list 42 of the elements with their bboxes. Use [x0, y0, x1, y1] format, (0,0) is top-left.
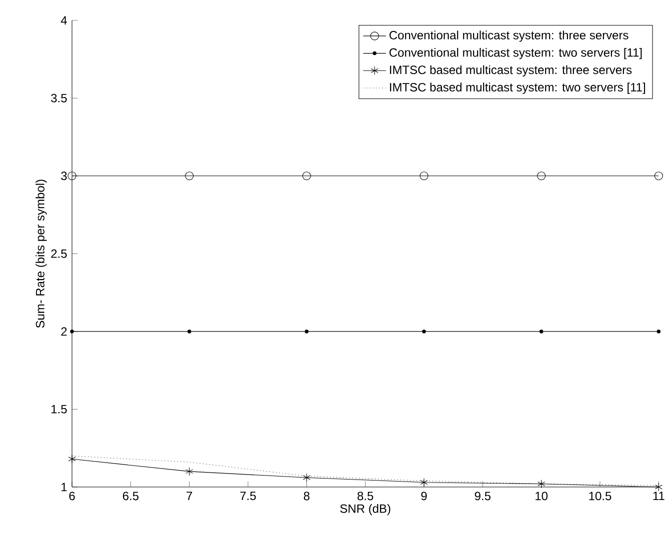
point: [654, 482, 662, 492]
x-tick-label: 11: [653, 492, 664, 500]
point: [422, 330, 426, 334]
point: [70, 330, 74, 334]
x-tick-label: 8: [304, 492, 310, 500]
point: [186, 467, 194, 476]
point: [304, 330, 309, 334]
point: [302, 172, 311, 180]
legend-label: Conventional multicast system: three servers: [390, 30, 628, 42]
x-tick-label: 10: [536, 492, 548, 500]
y-axis-title: Sum- Rate (bits per symbol): [36, 180, 47, 328]
x-tick-label: 10.5: [589, 492, 612, 500]
y-tick-label: 1: [62, 482, 67, 492]
y-tick-label: 2.5: [51, 249, 67, 258]
point: [68, 172, 76, 180]
point: [302, 473, 310, 482]
legend-label: IMTSC based multicast system: three servers: [390, 65, 632, 77]
point: [420, 172, 428, 180]
x-tick-label: 6.5: [122, 492, 139, 500]
y-tick-label: 1.5: [52, 405, 67, 414]
point: [187, 330, 192, 334]
y-tick-label: 4: [60, 16, 67, 24]
x-tick-label: 8.5: [358, 492, 374, 500]
point: [538, 480, 546, 488]
y-tick-label: 3: [61, 172, 67, 180]
x-tick-label: 7.5: [240, 492, 256, 500]
point: [539, 330, 544, 334]
x-tick-label: 9: [421, 492, 427, 500]
point: [68, 454, 76, 464]
x-tick-label: 9.5: [474, 492, 491, 500]
x-tick-label: 7: [186, 492, 192, 500]
y-tick-label: 2: [61, 327, 67, 336]
x-axis-title: SNR (dB): [340, 504, 390, 516]
legend-label: IMTSC based multicast system: two servers [11]: [390, 82, 646, 94]
point: [656, 330, 661, 334]
point: [420, 478, 428, 487]
legend-label: Conventional multicast system: two servers [11]: [390, 48, 642, 60]
point: [185, 172, 194, 180]
point: [654, 172, 663, 180]
y-tick-label: 3.5: [51, 94, 67, 102]
point: [537, 172, 546, 180]
x-tick-label: 6: [69, 492, 75, 500]
